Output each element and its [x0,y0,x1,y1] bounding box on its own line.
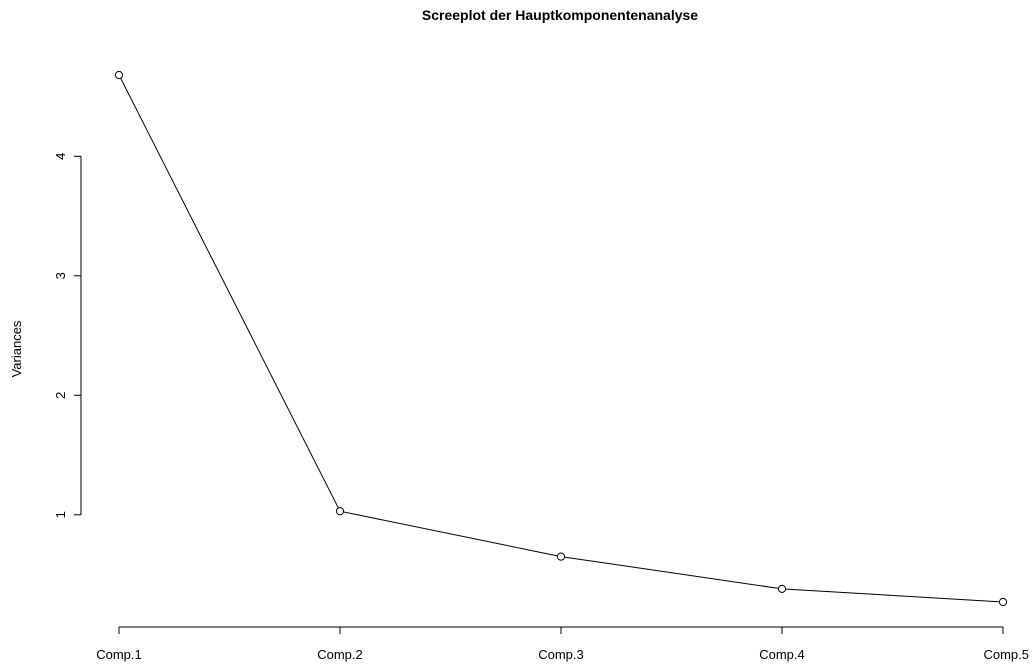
data-point [777,584,787,593]
x-tick-label: Comp.1 [96,647,142,662]
y-tick-label: 3 [53,272,68,279]
data-point [556,552,566,561]
data-point [335,507,345,516]
y-tick-label: 2 [53,392,68,399]
x-tick-label: Comp.3 [538,647,584,662]
chart-title: Screeplot der Hauptkomponentenanalyse [422,7,698,23]
y-axis-label: Variances [9,320,24,377]
y-tick-label: 4 [53,153,68,160]
data-point [998,597,1008,607]
x-tick-label: Comp.4 [759,647,805,662]
data-point [114,70,124,80]
y-tick-label: 1 [53,511,68,518]
y-ticks: 1 2 3 4 [53,153,81,518]
x-tick-label: Comp.2 [317,647,363,662]
data-points [114,70,1008,607]
x-ticks: Comp.1 Comp.2 Comp.3 Comp.4 Comp.5 [96,627,1029,662]
series-line [118,74,1004,603]
x-tick-label: Comp.5 [983,647,1029,662]
